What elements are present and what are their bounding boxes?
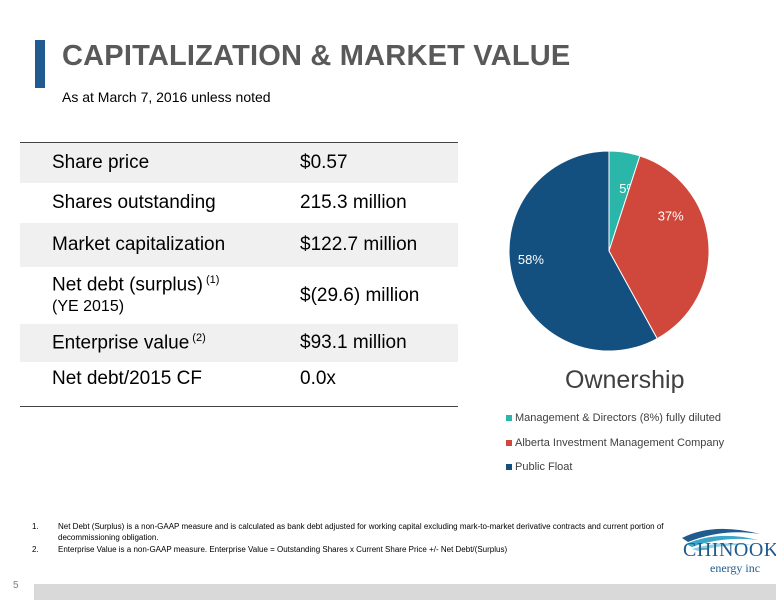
legend-swatch	[506, 415, 512, 422]
row-label-text: Market capitalization	[52, 234, 226, 256]
row-value: $93.1 million	[300, 332, 407, 353]
page-number: 5	[13, 580, 19, 591]
pie-data-label: 37%	[658, 209, 684, 224]
row-label: Market capitalization	[20, 234, 266, 256]
footnote: 2. Enterprise Value is a non-GAAP measur…	[32, 545, 672, 556]
footnote: 1. Net Debt (Surplus) is a non-GAAP meas…	[32, 522, 672, 544]
legend-item: Public Float	[506, 455, 724, 480]
row-label-text: Net debt/2015 CF	[52, 368, 202, 389]
legend-label: Alberta Investment Management Company	[515, 436, 725, 449]
row-value: $(29.6) million	[300, 284, 420, 306]
footnote-ref: (1)	[206, 274, 220, 287]
chart-title: Ownership	[565, 366, 685, 394]
table-row: Shares outstanding 215.3 million	[20, 183, 458, 223]
page-subtitle: As at March 7, 2016 unless noted	[62, 89, 271, 105]
table-row: Net debt (surplus) (1) (YE 2015) $(29.6) …	[20, 267, 458, 324]
legend-item: Management & Directors (8%) fully dilute…	[506, 406, 724, 431]
legend-swatch	[506, 439, 512, 446]
row-label: Net debt (surplus) (1) (YE 2015)	[20, 274, 266, 317]
footnote-ref: (2)	[192, 331, 206, 344]
table-row: Net debt/2015 CF 0.0x	[20, 362, 458, 406]
pie-svg: 5%37%58%	[508, 150, 710, 352]
table-row: Share price $0.57	[20, 143, 458, 183]
footer-bar	[34, 584, 776, 600]
ownership-pie-chart: 5% 37% 58%	[508, 150, 710, 352]
logo-name: CHINOOK	[683, 539, 776, 561]
row-label-text: Shares outstanding	[52, 192, 216, 214]
footnotes: 1. Net Debt (Surplus) is a non-GAAP meas…	[32, 522, 672, 556]
legend-item: Alberta Investment Management Company	[506, 431, 724, 456]
pie-slice	[608, 155, 710, 340]
chart-legend: Management & Directors (8%) fully dilute…	[506, 406, 724, 480]
row-label-note: (YE 2015)	[52, 298, 125, 316]
title-accent-bar	[35, 40, 45, 88]
page-title: CAPITALIZATION & MARKET VALUE	[62, 40, 571, 72]
footnote-text: Net Debt (Surplus) is a non-GAAP measure…	[58, 522, 664, 542]
row-label-text: Share price	[52, 152, 150, 174]
legend-label: Public Float	[515, 461, 573, 474]
row-label: Shares outstanding	[20, 192, 266, 214]
row-value: 215.3 million	[300, 192, 407, 213]
row-label: Share price	[20, 152, 266, 174]
legend-swatch	[506, 464, 512, 471]
row-label: Net debt/2015 CF	[20, 368, 266, 390]
chinook-logo-mark	[682, 528, 760, 551]
footnote-text: Enterprise Value is a non-GAAP measure. …	[58, 544, 508, 554]
pie-slice	[508, 150, 658, 352]
row-label-text: Enterprise value	[52, 332, 190, 354]
table-row: Market capitalization $122.7 million	[20, 223, 458, 267]
row-value: $0.57	[300, 152, 348, 173]
row-value: $122.7 million	[300, 234, 418, 255]
row-value: 0.0x	[300, 368, 336, 389]
row-label: Enterprise value (2)	[20, 332, 266, 354]
logo-tagline: energy inc	[710, 561, 761, 575]
legend-label: Management & Directors (8%) fully dilute…	[515, 412, 722, 425]
table-row: Enterprise value (2) $93.1 million	[20, 324, 458, 362]
pie-data-label: 58%	[518, 252, 544, 267]
footnote-number: 1.	[32, 522, 39, 531]
row-label-text: Net debt (surplus)	[52, 274, 204, 296]
capitalization-table: Share price $0.57 Shares outstanding 215…	[20, 142, 458, 407]
footnote-number: 2.	[32, 544, 39, 554]
